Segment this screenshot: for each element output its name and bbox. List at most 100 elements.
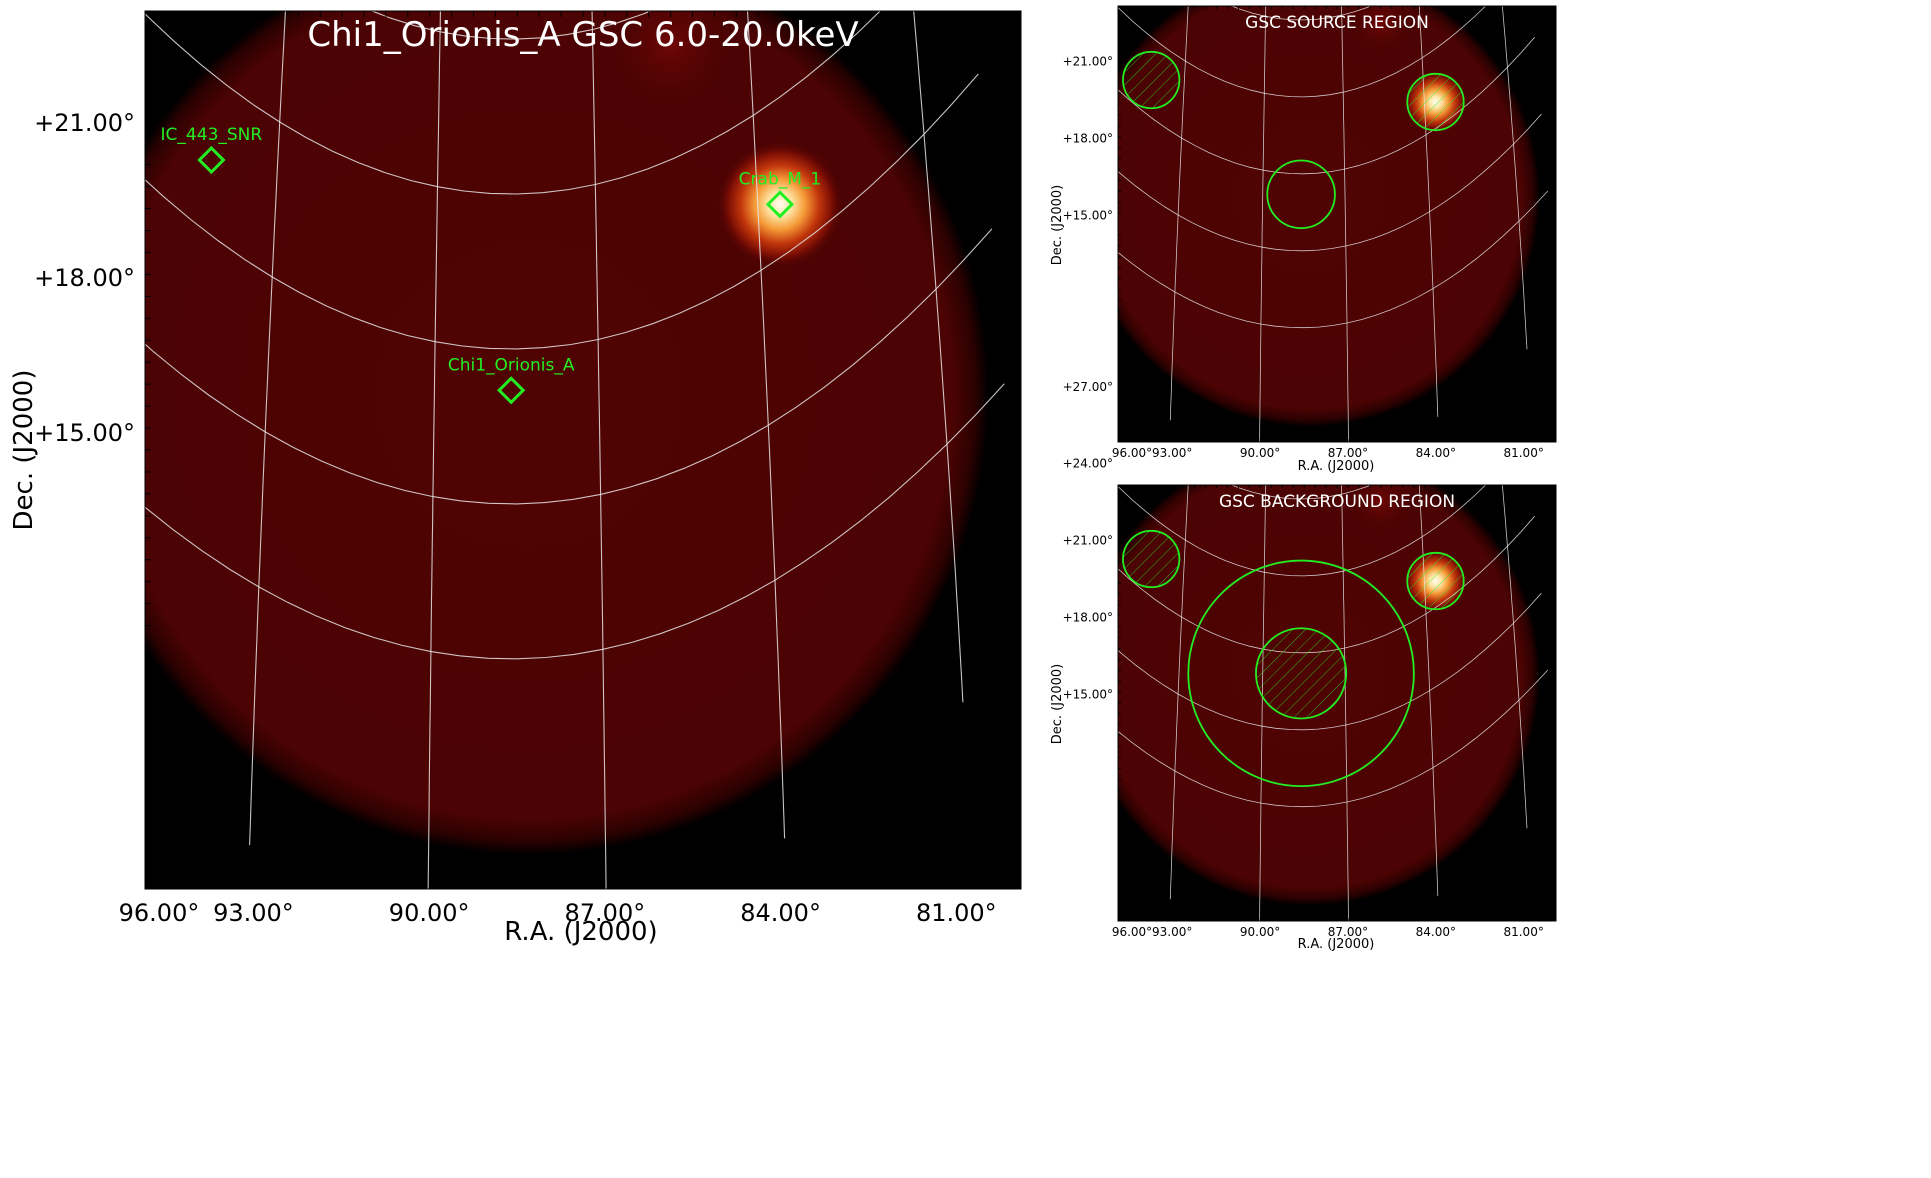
main-xlabel: R.A. (J2000) (504, 917, 657, 947)
source-region-panel: Dec. (J2000) R.A. (J2000) 96.00° 93.00° 90… (1050, 0, 1557, 474)
x-tick-label: 96.00° (1112, 925, 1152, 939)
source-plot-area: GSC SOURCE REGION (1081, 0, 1557, 443)
main-panel: Dec. (J2000) R.A. (J2000) 96.00° 93.00° 90… (9, 0, 1022, 947)
background_panel-title: GSC BACKGROUND REGION (1219, 492, 1455, 512)
source-marker-diamond (765, 190, 795, 219)
main-crab-emission (716, 141, 844, 268)
main-minor-ticks (145, 11, 1021, 889)
exclude-region-circle (1122, 50, 1181, 110)
x-tick-label: 81.00° (916, 899, 997, 927)
region-circles (1122, 529, 1465, 788)
source_panel-minor-ticks (1118, 6, 1556, 442)
x-tick-label: 87.00° (1328, 925, 1368, 939)
source-region-circle (1266, 159, 1336, 230)
y-tick-label: +15.00° (1063, 209, 1113, 223)
x-tick-label: 81.00° (1503, 925, 1543, 939)
source-label: Crab_M_1 (739, 169, 822, 189)
background-region-circle (1187, 559, 1415, 788)
x-tick-label: 90.00° (389, 899, 470, 927)
x-tick-label: 96.00° (119, 899, 200, 927)
y-tick-label: +24.00° (1063, 457, 1113, 471)
background_panel-image (1081, 321, 1556, 921)
y-tick-label: +21.00° (1063, 534, 1113, 548)
dec-grid-line (370, 11, 652, 40)
ra-grid-line (71, 0, 150, 714)
ra-grid-line (591, 11, 607, 889)
x-tick-label: 84.00° (1416, 925, 1456, 939)
y-tick-label: +18.00° (34, 264, 135, 292)
source-label: IC_443_SNR (161, 125, 263, 145)
main-xtick-labels: 96.00° 93.00° 90.00° 87.00° 84.00° 81.00° (119, 899, 997, 927)
dec-grid-line (1118, 190, 1548, 329)
dec-grid-line (1118, 485, 1487, 577)
y-tick-label: +18.00° (1063, 132, 1113, 146)
background-xlabel: R.A. (J2000) (1298, 937, 1375, 952)
source-xlabel: R.A. (J2000) (1298, 459, 1375, 474)
dec-grid-line (1118, 669, 1548, 808)
dec-grid-line (145, 73, 979, 350)
x-tick-label: 90.00° (1240, 446, 1280, 460)
dec-grid-line (145, 11, 881, 195)
dec-grid-line (1230, 6, 1372, 21)
ra-grid-line (1418, 485, 1439, 896)
main-title: Chi1_Orionis_A GSC 6.0-20.0keV (307, 15, 858, 55)
region-circles (1122, 50, 1465, 230)
x-tick-label: 93.00° (213, 899, 294, 927)
dec-grid-line (1230, 485, 1372, 500)
source-ylabel: Dec. (J2000) (1050, 185, 1065, 265)
x-tick-label: 96.00° (1112, 446, 1152, 460)
main-coordinate-grid (71, 0, 1005, 889)
source-ytick-labels: +27.00°+24.00°+21.00°+18.00°+15.00° (1063, 55, 1113, 223)
x-tick-label: 90.00° (1240, 925, 1280, 939)
background-plot-area: GSC BACKGROUND REGION (1081, 321, 1557, 922)
background_panel-minor-ticks (1118, 485, 1556, 921)
dec-grid-line (1118, 6, 1487, 98)
ra-grid-line (1169, 6, 1189, 421)
main-faint-emission (608, 11, 732, 107)
x-tick-label: 81.00° (1503, 446, 1543, 460)
x-tick-label: 93.00° (1152, 446, 1192, 460)
dec-grid-line (1118, 592, 1542, 731)
source-label: Chi1_Orionis_A (448, 355, 575, 375)
background_panel-faint-emission (1349, 485, 1412, 533)
ra-grid-line (1501, 485, 1528, 829)
main-ytick-labels: +27.00°+24.00°+21.00°+18.00°+15.00° (34, 109, 135, 447)
dec-grid-line (1118, 113, 1542, 252)
x-tick-label: 87.00° (565, 899, 646, 927)
exclude-region-circle (1255, 627, 1348, 720)
main-image: IC_443_SNR Crab_M_1 Chi1_Orionis_A (71, 0, 1021, 889)
main-ylabel: Dec. (J2000) (9, 370, 39, 531)
ra-grid-line (1169, 485, 1189, 900)
x-tick-label: 84.00° (740, 899, 821, 927)
main-plot-area: IC_443_SNR Crab_M_1 Chi1_Orionis_A Chi1_Ori… (71, 0, 1022, 890)
ra-grid-line (913, 11, 964, 703)
ra-grid-line (1259, 6, 1267, 442)
y-tick-label: +15.00° (34, 419, 135, 447)
y-tick-label: +18.00° (1063, 611, 1113, 625)
exclude-region-circle (1406, 72, 1465, 132)
x-tick-label: 87.00° (1328, 446, 1368, 460)
ra-grid-line (1418, 6, 1439, 417)
source-markers: IC_443_SNR Crab_M_1 Chi1_Orionis_A (161, 125, 822, 405)
source_panel-faint-emission (1349, 6, 1412, 54)
y-tick-label: +27.00° (1063, 380, 1113, 394)
x-tick-label: 93.00° (1152, 925, 1192, 939)
dec-grid-line (145, 383, 1005, 660)
y-tick-label: +21.00° (34, 109, 135, 137)
background-ytick-labels: +27.00° +24.00° +21.00° +18.00° +15.00° (1063, 380, 1113, 702)
x-tick-label: 84.00° (1416, 446, 1456, 460)
ra-grid-line (249, 11, 286, 846)
ra-grid-line (1501, 6, 1528, 350)
ra-grid-line (427, 11, 441, 889)
ra-grid-line (746, 11, 786, 839)
background-ylabel: Dec. (J2000) (1050, 664, 1065, 744)
source-marker-diamond (497, 376, 526, 405)
source_panel-image (1081, 0, 1556, 442)
y-tick-label: +21.00° (1063, 55, 1113, 69)
ra-grid-line (1081, 321, 1120, 834)
dec-grid-line (145, 228, 993, 505)
source_panel-title: GSC SOURCE REGION (1245, 13, 1429, 33)
source-xtick-labels: 96.00° 93.00° 90.00° 87.00° 84.00° 81.00° (1112, 446, 1544, 460)
ra-grid-line (1081, 0, 1120, 355)
